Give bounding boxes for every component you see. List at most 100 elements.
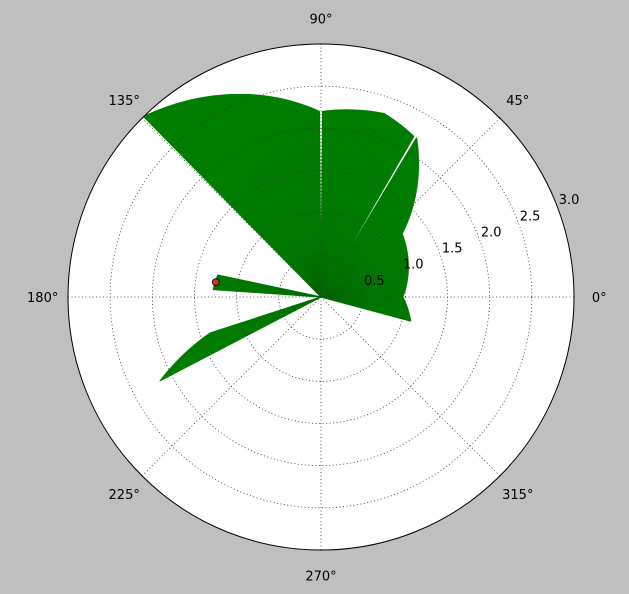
- series-0-wedge-7-ray-4: [190, 296, 322, 349]
- angular-tick-label-3: 135°: [109, 94, 140, 109]
- radial-tick-label-3: 2.0: [481, 225, 502, 240]
- radial-tick-label-0: 0.5: [364, 274, 385, 289]
- series-0-wedge-2-ray-7: [320, 209, 413, 298]
- series-0-wedge-4-ray-17: [320, 110, 337, 298]
- series-0-wedge-5-ray-33: [214, 95, 322, 298]
- series-0-wedge-3-ray-6: [320, 125, 402, 298]
- series-0-wedge-3-ray-4: [320, 128, 406, 298]
- series-0-wedge-5-ray-6: [302, 104, 322, 298]
- angular-tick-label-6: 270°: [305, 569, 336, 584]
- series-0-wedge-5-ray-5: [305, 105, 322, 298]
- series-0-wedge-5-ray-49: [157, 110, 322, 298]
- series-0-wedge-4-ray-20: [320, 110, 329, 298]
- angular-gridline-7: [320, 296, 501, 477]
- grid: [68, 44, 574, 550]
- series-0-wedge-5-ray-2: [313, 109, 322, 298]
- series-0-wedge-5-ray-24: [245, 94, 322, 298]
- series-0-wedge-2-ray-4: [320, 220, 409, 298]
- series-0-wedge-5-ray-34: [210, 96, 322, 298]
- series-0-wedge-2-ray-14: [320, 182, 418, 298]
- series-0-wedge-5-ray-4: [308, 106, 322, 298]
- series-0-wedge-3-ray-7: [320, 123, 399, 298]
- series-0-wedge-2-ray-10: [320, 198, 415, 298]
- series-0-wedge-5-ray-41: [186, 101, 322, 298]
- series-0-wedge-5-ray-1: [316, 110, 322, 298]
- series-0-wedge-4-ray-9: [320, 110, 360, 298]
- series-0-wedge-2-ray-21: [320, 154, 419, 298]
- series-0-wedge-5-ray-14: [278, 98, 322, 298]
- angular-tick-label-5: 225°: [109, 488, 140, 503]
- series-0-wedge-4-ray-6: [320, 110, 368, 298]
- series-0-wedge-5-ray-47: [164, 107, 322, 298]
- series-0-wedge-4-ray-13: [320, 109, 348, 298]
- data-series: [143, 93, 420, 382]
- series-0-wedge-5-ray-50: [154, 111, 322, 298]
- series-0-wedge-4-ray-1: [320, 112, 382, 298]
- series-0-wedge-7-ray-8: [172, 296, 322, 367]
- series-0-wedge-5-ray-13: [281, 98, 322, 298]
- series-0-wedge-5-ray-39: [193, 99, 322, 298]
- series-0-wedge-7-ray-1: [205, 296, 322, 337]
- series-0-wedge-5-ray-0: [319, 111, 322, 298]
- series-0-wedge-5-ray-16: [271, 96, 322, 298]
- series-0-wedge-6-ray-9: [213, 287, 322, 298]
- series-0-wedge-2-ray-5: [320, 216, 410, 298]
- series-0-wedge-2-ray-11: [320, 194, 416, 298]
- series-0-wedge-4-ray-8: [320, 110, 362, 298]
- plot-frame: [67, 43, 575, 551]
- series-0-wedge-3-ray-0: [320, 136, 414, 298]
- series-0-wedge-2-ray-18: [320, 166, 419, 298]
- radial-tick-labels: 0.5 1.0 1.5 2.0 2.5 3.0: [364, 193, 579, 289]
- series-0-wedge-5-ray-3: [310, 107, 322, 298]
- series-0-wedge-4-ray-14: [320, 109, 345, 298]
- series-0-wedge-2: [320, 137, 420, 298]
- angular-tick-label-2: 90°: [309, 13, 332, 28]
- series-0-wedge-4-ray-15: [320, 109, 343, 298]
- series-0-wedge-4-ray-11: [320, 109, 354, 298]
- series-0-wedge-5-ray-51: [150, 113, 322, 298]
- series-0-wedge-7-ray-7: [176, 296, 322, 362]
- series-0-wedge-4-ray-10: [320, 110, 357, 298]
- angular-tick-label-1: 45°: [506, 94, 529, 109]
- markers: [211, 278, 220, 287]
- series-0-wedge-3-ray-11: [320, 116, 390, 298]
- radial-tick-label-1: 1.0: [403, 258, 424, 273]
- series-0-wedge-5-ray-37: [200, 97, 322, 298]
- series-0-wedge-7-ray-11: [160, 296, 322, 381]
- series-0-wedge-4-ray-18: [320, 110, 334, 298]
- series-0-wedge-3-ray-5: [320, 126, 404, 298]
- series-0-wedge-5-ray-9: [293, 101, 322, 298]
- series-0-wedge-5-ray-11: [287, 100, 322, 298]
- series-0-wedge-7-ray-0: [210, 296, 322, 334]
- series-0-wedge-4-ray-3: [320, 112, 376, 298]
- series-0-wedge-4-ray-19: [320, 110, 332, 298]
- series-0-wedge-5-ray-52: [146, 114, 322, 298]
- series-0-wedge-2-ray-6: [320, 213, 411, 298]
- series-0-wedge-4-ray-7: [320, 110, 365, 298]
- series-0-wedge-2-ray-22: [320, 150, 419, 298]
- series-0-wedge-5-ray-29: [228, 94, 322, 298]
- series-0-wedge-5-ray-12: [284, 99, 322, 298]
- series-0-wedge-2-ray-15: [320, 179, 418, 298]
- series-0-wedge-7-ray-2: [200, 296, 322, 341]
- radial-tick-label-5: 3.0: [559, 193, 580, 208]
- radial-tick-label-2: 1.5: [442, 242, 463, 257]
- series-0-wedge-7-ray-3: [195, 296, 322, 345]
- series-0-wedge-4-ray-0: [320, 113, 385, 298]
- series-0-wedge-4-ray-16: [320, 110, 340, 298]
- series-0-wedge-5-ray-25: [241, 94, 322, 298]
- series-0-wedge-5-ray-28: [231, 94, 322, 298]
- series-0-wedge-5-ray-36: [203, 97, 322, 298]
- series-0-wedge-3-ray-1: [320, 134, 412, 298]
- series-0-wedge-5-ray-42: [182, 101, 322, 298]
- series-0-wedge-2-ray-0: [320, 233, 403, 298]
- series-0-wedge-4-ray-2: [320, 112, 379, 298]
- series-0-wedge-2-ray-1: [320, 230, 404, 298]
- series-0-wedge-5-ray-10: [290, 101, 322, 298]
- series-0-wedge-2-ray-3: [320, 223, 407, 298]
- series-0-wedge-3-ray-10: [320, 118, 392, 298]
- outer-circle: [67, 43, 575, 551]
- series-0-wedge-6-ray-10: [213, 289, 322, 298]
- series-0-wedge-5-ray-18: [265, 96, 322, 298]
- series-0-wedge-2-ray-2: [320, 226, 406, 298]
